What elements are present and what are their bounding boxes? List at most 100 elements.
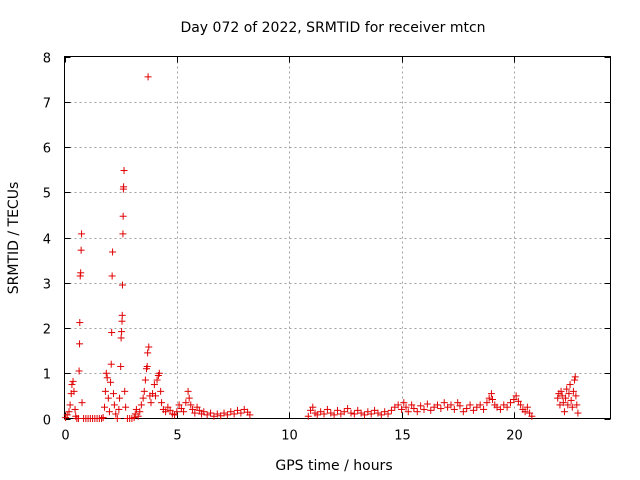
data-point [384,410,392,418]
data-point [447,401,455,409]
data-point [108,329,116,337]
data-point [118,311,126,319]
data-point [76,340,84,348]
data-point [360,411,368,419]
data-points [62,73,582,422]
data-point [134,412,142,420]
data-point [150,381,158,389]
data-point [76,319,84,327]
data-point [357,409,365,417]
data-point [118,317,126,325]
data-point [433,401,441,409]
data-point [350,410,358,418]
data-point [152,392,159,400]
data-point [564,401,572,409]
data-point [344,405,352,413]
data-point [420,405,428,413]
data-point [107,378,115,386]
x-tick-label: 15 [394,429,411,444]
data-point [113,415,121,422]
data-point [374,409,382,417]
data-point [141,376,149,384]
x-tick-label: 20 [506,429,523,444]
data-point [437,405,445,413]
data-point [503,403,511,411]
data-point [571,376,579,384]
y-tick-label: 6 [43,142,51,157]
data-point [463,405,471,413]
data-point [469,406,477,414]
data-point [117,362,125,370]
data-point [237,409,245,417]
y-tick-label: 2 [43,323,51,338]
y-tick-label: 5 [43,187,51,202]
data-point [566,381,574,389]
data-point [223,411,231,419]
data-point [402,403,410,411]
data-point [162,408,170,416]
data-point [334,406,341,414]
data-point [557,387,565,395]
data-point [423,400,431,408]
data-point [377,411,385,419]
data-point [153,376,161,384]
data-point [119,212,127,220]
data-point [512,392,520,400]
data-point [427,406,435,414]
data-point [410,405,418,413]
data-point [404,408,412,416]
data-point [63,411,71,419]
y-tick-label: 4 [43,233,51,248]
data-point [120,167,128,175]
y-tick-label: 0 [43,414,51,429]
data-point [98,415,106,422]
data-point [191,409,199,417]
data-point [246,411,254,419]
data-point [173,408,181,416]
y-tick-label: 7 [43,97,51,112]
data-point [347,409,355,417]
data-point [313,411,321,419]
data-point [157,387,165,395]
data-point [559,399,567,407]
data-point [107,360,115,368]
data-point [166,406,174,414]
data-point [514,397,522,405]
data-point [109,248,117,256]
data-point [139,394,147,402]
data-point [180,408,188,416]
data-point [459,408,467,416]
data-point [554,394,562,402]
data-point [207,409,215,417]
data-point [78,230,86,238]
data-point [574,409,582,417]
data-point [456,402,464,410]
data-point [230,410,238,418]
data-point [143,362,151,370]
data-point [320,410,328,418]
data-point [184,387,192,395]
data-point [523,403,531,411]
data-point [182,399,190,407]
data-point [200,408,208,416]
data-point [483,399,491,407]
data-point [147,399,155,407]
data-point [116,394,124,402]
data-point [75,367,83,375]
data-point [105,408,113,416]
x-tick-label: 5 [173,429,181,444]
data-point [144,349,152,357]
data-point [413,408,421,416]
y-axis-title: SRMTID / TECUs [6,182,22,295]
data-point [66,401,74,409]
data-point [77,269,85,277]
data-point [510,395,518,403]
data-point [304,412,312,420]
data-point [487,390,495,398]
data-point [104,394,112,402]
data-point [450,405,458,413]
data-point [517,401,525,409]
data-point [121,387,129,395]
data-point [480,405,488,413]
